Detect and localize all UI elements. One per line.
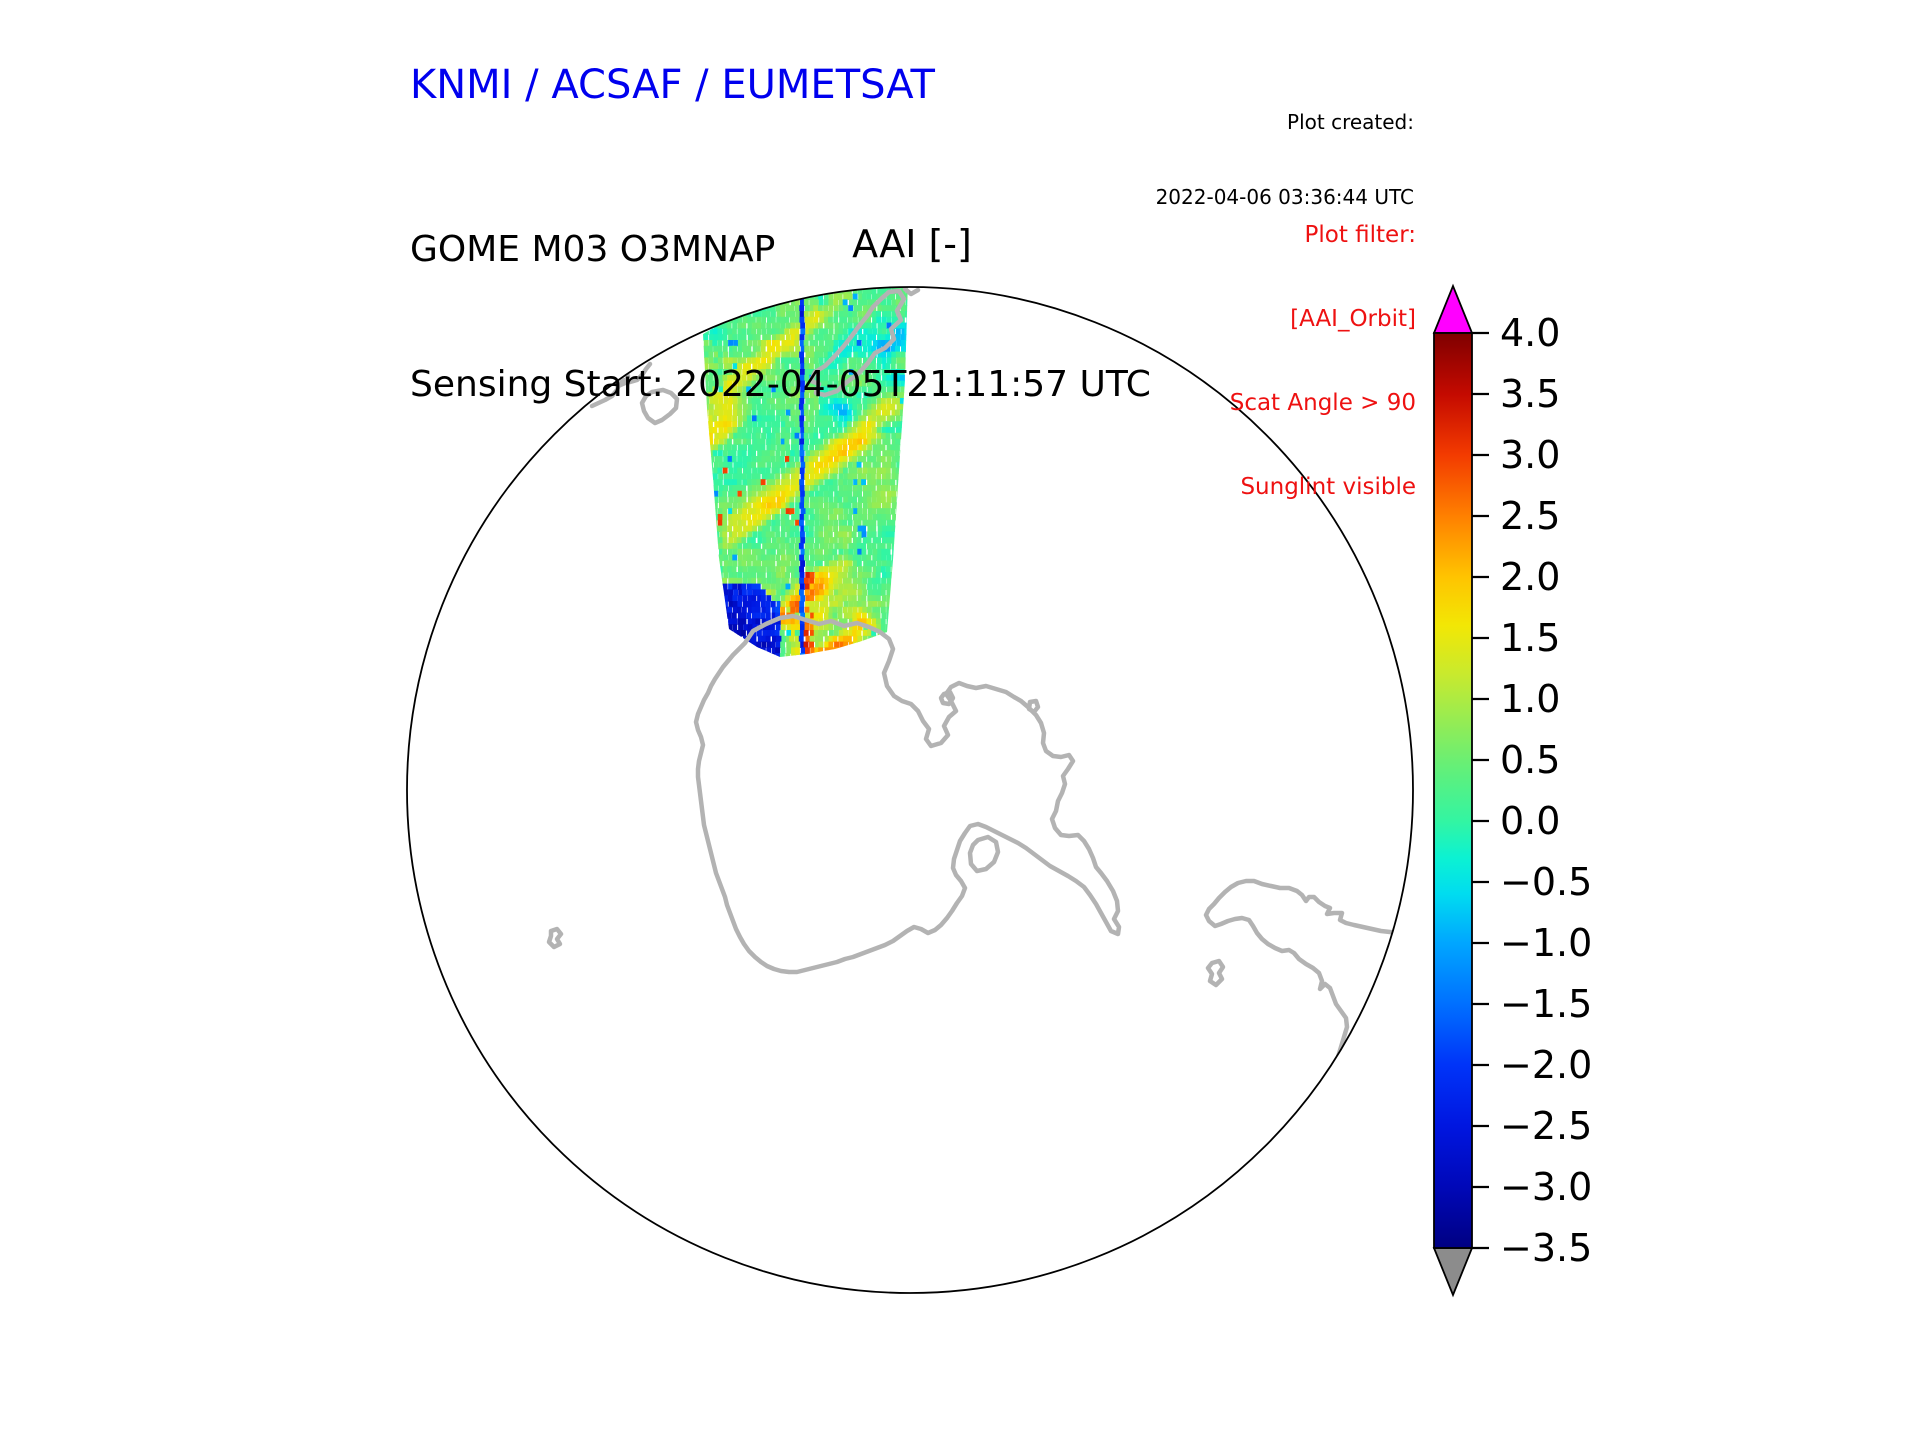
colorbar-tick-label: −0.5 [1500,860,1592,904]
coastline-antarctica-lagoon [967,834,1001,874]
plot-title: AAI [-] [852,222,972,266]
plot-filter-line: [AAI_Orbit] [1290,306,1416,332]
colorbar-tick-label: 1.0 [1500,677,1560,721]
plot-filter-line: Sunglint visible [1240,474,1416,500]
colorbar-over-arrow [1432,283,1474,334]
colorbar-tick-label: −2.5 [1500,1104,1592,1148]
org-title: KNMI / ACSAF / EUMETSAT [410,62,935,108]
plot-created-timestamp: 2022-04-06 03:36:44 UTC [1155,185,1414,209]
product-name: GOME M03 O3MNAP [410,229,776,270]
coastline-south-america [1203,878,1401,1060]
colorbar-tick-label: 0.5 [1500,738,1560,782]
colorbar-tick-label: 4.0 [1500,311,1560,355]
plot-filter-line: Scat Angle > 90 [1229,390,1416,416]
coastline-antarctica [693,613,1122,975]
colorbar-tick-label: −3.5 [1500,1226,1592,1270]
product-info: GOME M03 O3MNAP Sensing Start: 2022-04-0… [410,137,1151,497]
coastline-nz-north-tip [902,287,921,297]
colorbar-under-arrow [1432,1247,1474,1298]
coastline-new-zealand [808,288,907,398]
colorbar-tick-label: −3.0 [1500,1165,1592,1209]
colorbar-tick-label: −1.0 [1500,921,1592,965]
colorbar-tick-label: 3.0 [1500,433,1560,477]
plot-filter-line: Plot filter: [1304,222,1416,248]
coastline-island-a [938,689,956,707]
coastline-falkland-islands [1205,958,1226,988]
plot-filter: Plot filter: [AAI_Orbit] Scat Angle > 90… [1230,165,1416,557]
colorbar-tick-label: 2.5 [1500,494,1560,538]
colorbar-tick-label: 1.5 [1500,616,1560,660]
colorbar-tick-label: −1.5 [1500,982,1592,1026]
colorbar-tick-label: 3.5 [1500,372,1560,416]
coastline-tasmania-island [639,387,680,426]
colorbar-ticks: 4.0 3.5 3.0 2.5 2.0 1.5 1.0 0.5 0.0 −0.5 −1.0 −1.5 −… [1472,311,1592,1270]
plot-created-label: Plot created: [1287,110,1414,134]
coastline-small-island-sw [546,926,564,950]
colorbar-tick-label: 2.0 [1500,555,1560,599]
coastline-island-b [1026,698,1041,715]
colorbar-tick-label: 0.0 [1500,799,1560,843]
colorbar: 4.0 3.5 3.0 2.5 2.0 1.5 1.0 0.5 0.0 −0.5 −1.0 −1.5 −… [1432,283,1592,1298]
map-boundary-circle [406,286,1414,1294]
sensing-start: Sensing Start: 2022-04-05T21:11:57 UTC [410,364,1151,405]
plot-created: Plot created: 2022-04-06 03:36:44 UTC [1156,60,1414,260]
colorbar-gradient-bar [1433,332,1473,1249]
colorbar-tick-label: −2.0 [1500,1043,1592,1087]
